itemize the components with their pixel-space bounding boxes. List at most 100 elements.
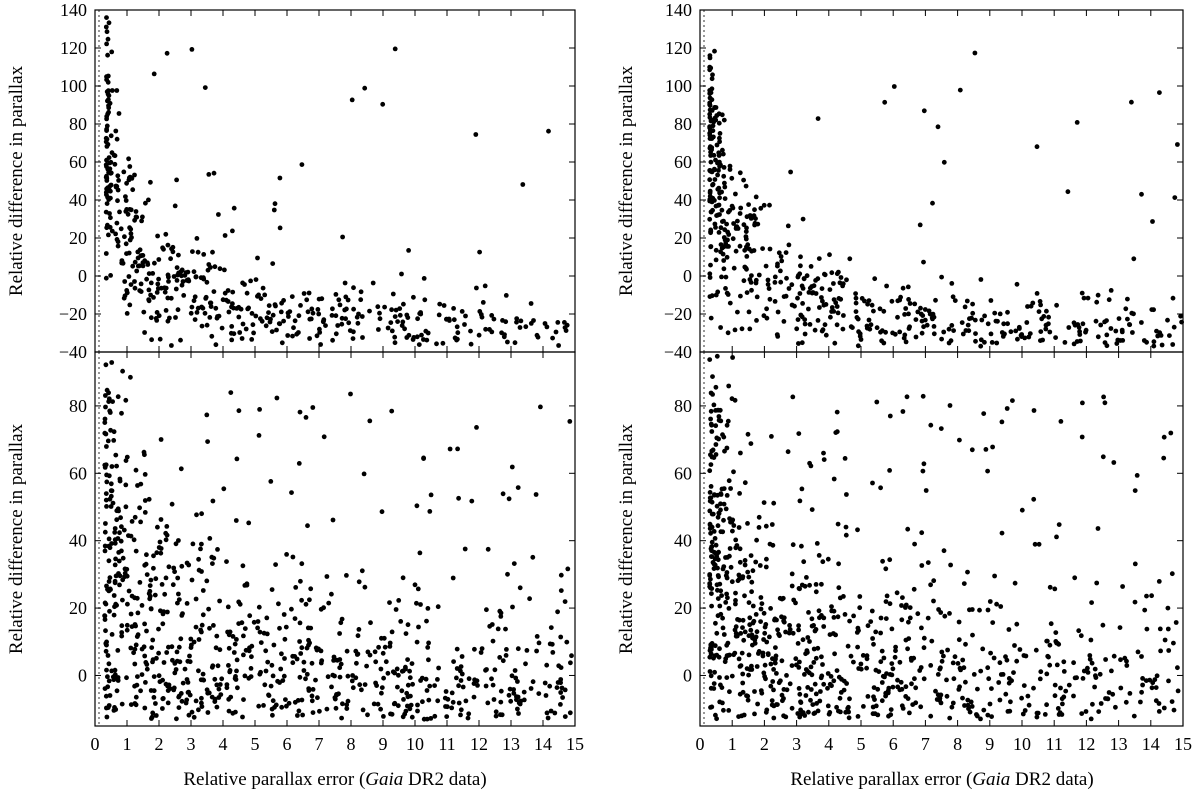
data-point (997, 697, 1003, 703)
data-point (108, 481, 114, 487)
data-point (117, 478, 123, 484)
data-point (1127, 691, 1133, 696)
data-point (210, 663, 216, 669)
data-point (545, 715, 551, 721)
data-point (199, 511, 205, 517)
data-point (1167, 333, 1172, 338)
data-point (362, 584, 368, 590)
data-point (913, 317, 919, 322)
data-point (200, 612, 206, 618)
data-point (154, 550, 160, 556)
data-point (752, 711, 757, 717)
data-point (831, 297, 837, 302)
data-point (552, 710, 558, 716)
data-point (524, 648, 530, 653)
data-point (865, 301, 870, 307)
data-point (1111, 460, 1117, 465)
data-point (707, 468, 713, 474)
data-point (141, 449, 147, 455)
data-point (264, 631, 270, 637)
data-point (708, 315, 714, 321)
data-point (1092, 684, 1097, 690)
data-point (726, 383, 732, 389)
data-point (207, 625, 212, 631)
data-point (1074, 339, 1080, 344)
data-point (148, 179, 153, 185)
data-point (745, 569, 751, 575)
data-point (403, 708, 409, 714)
data-point (1156, 701, 1162, 706)
data-point (773, 645, 778, 650)
data-point (324, 706, 330, 712)
data-point (170, 582, 176, 588)
data-point (110, 674, 116, 680)
data-point (406, 248, 411, 253)
data-point (402, 326, 407, 332)
data-point (159, 582, 165, 587)
data-point (1047, 642, 1053, 648)
data-point (349, 678, 355, 684)
data-point (1032, 541, 1038, 547)
data-point (359, 568, 365, 574)
data-point (142, 330, 148, 335)
data-point (807, 322, 813, 327)
data-point (744, 214, 750, 220)
data-point (906, 619, 911, 625)
data-point (1116, 316, 1122, 321)
data-point (428, 492, 434, 498)
data-point (150, 637, 156, 643)
data-point (107, 496, 113, 502)
data-point (857, 605, 863, 611)
data-point (362, 85, 368, 91)
data-point (711, 402, 717, 408)
data-point (1056, 522, 1062, 527)
data-point (382, 304, 387, 310)
data-point (225, 604, 231, 610)
data-point (175, 575, 181, 581)
data-point (310, 687, 316, 692)
data-point (1031, 685, 1036, 691)
data-point (169, 501, 175, 507)
data-point (719, 207, 725, 213)
data-point (104, 472, 109, 478)
data-point (847, 696, 852, 702)
data-point (866, 298, 872, 303)
data-point (142, 510, 148, 515)
data-point (708, 484, 714, 489)
data-point (1154, 673, 1160, 679)
data-point (907, 615, 913, 621)
data-point (106, 185, 112, 191)
data-point (118, 538, 124, 544)
data-point (734, 224, 740, 230)
data-point (112, 530, 118, 535)
data-point (999, 330, 1005, 335)
data-point (829, 305, 835, 310)
data-point (746, 652, 752, 658)
data-point (516, 700, 522, 706)
data-point (1165, 605, 1171, 611)
data-point (123, 397, 129, 403)
data-point (925, 615, 931, 621)
data-point (789, 663, 795, 668)
data-point (781, 319, 787, 324)
data-point (787, 627, 793, 632)
data-point (471, 694, 477, 700)
data-point (568, 660, 573, 666)
data-point (274, 395, 280, 401)
data-point (174, 278, 180, 283)
data-point (173, 541, 179, 547)
data-point (756, 525, 762, 530)
data-point (190, 249, 195, 255)
data-point (807, 285, 813, 291)
data-point (717, 675, 722, 680)
data-point (834, 271, 840, 277)
data-point (106, 88, 111, 94)
data-point (721, 165, 727, 170)
data-point (903, 602, 909, 608)
data-point (135, 249, 141, 255)
data-point (523, 661, 528, 667)
data-point (784, 673, 789, 678)
data-point (796, 586, 802, 591)
data-point (303, 415, 309, 420)
data-point (166, 564, 172, 570)
